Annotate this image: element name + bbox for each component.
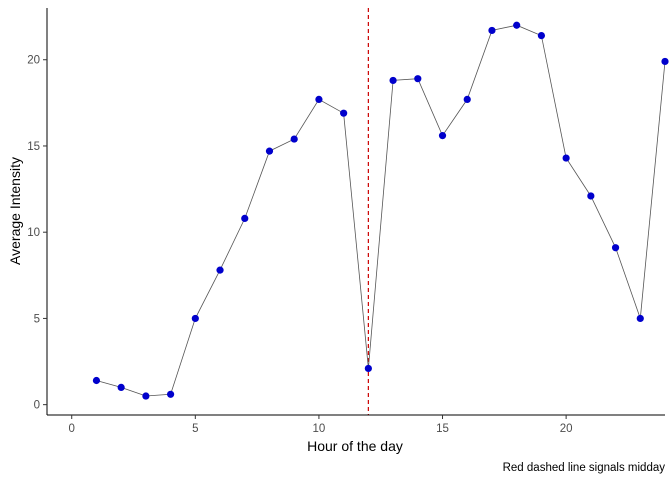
data-point: [191, 314, 199, 323]
x-tick-label: 20: [560, 423, 573, 435]
data-point: [537, 31, 546, 40]
data-point: [438, 132, 447, 140]
data-point: [488, 26, 496, 35]
data-point: [216, 266, 224, 274]
data-point: [241, 214, 249, 222]
data-point: [167, 390, 175, 398]
data-points-layer: [92, 21, 669, 400]
y-tick-label: 20: [27, 55, 40, 67]
data-point: [340, 109, 348, 117]
x-axis-title: Hour of the day: [307, 438, 403, 454]
x-tick-label: 0: [69, 423, 75, 435]
data-point: [562, 154, 570, 162]
series-line: [96, 24, 666, 397]
data-point: [117, 383, 125, 392]
y-tick-label: 5: [34, 313, 40, 325]
data-point: [142, 392, 150, 400]
x-tick-label: 15: [436, 423, 449, 435]
data-point: [265, 147, 274, 155]
data-point: [661, 57, 669, 66]
data-point: [315, 95, 323, 104]
data-point: [364, 364, 372, 373]
data-point: [92, 376, 101, 385]
x-tick-label: 5: [192, 423, 198, 435]
data-point: [513, 21, 521, 29]
y-tick-label: 0: [34, 400, 40, 412]
data-point: [611, 244, 620, 252]
plot-area: [92, 8, 669, 415]
y-axis-title: Average Intensity: [7, 157, 23, 265]
data-point: [414, 75, 422, 83]
y-axis-ticks: 0 5 10 15 20: [27, 55, 47, 412]
x-tick-label: 10: [313, 423, 326, 435]
data-point: [389, 76, 397, 85]
data-point: [463, 95, 471, 104]
x-axis-ticks: 0 5 10 15 20: [69, 415, 573, 435]
data-point: [587, 192, 595, 200]
chart-caption: Red dashed line signals midday: [503, 462, 666, 474]
y-tick-label: 15: [27, 141, 40, 153]
data-point: [636, 314, 644, 323]
data-point: [290, 135, 298, 143]
series-line-layer: [96, 24, 666, 397]
y-tick-label: 10: [27, 227, 40, 239]
